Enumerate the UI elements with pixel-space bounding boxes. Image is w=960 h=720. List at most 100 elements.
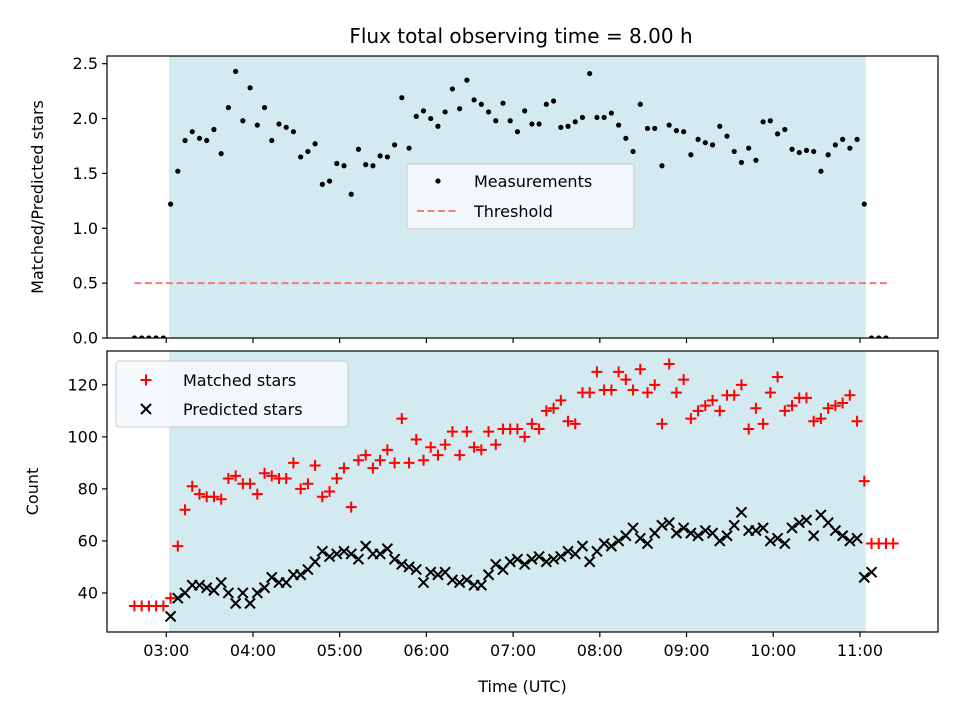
- data-point: [381, 444, 393, 456]
- data-point: [454, 449, 466, 461]
- data-point: [685, 413, 697, 425]
- data-point: [757, 522, 769, 534]
- data-point: [504, 556, 516, 568]
- data-point: [714, 405, 726, 417]
- data-point: [208, 491, 220, 503]
- data-point: [543, 101, 549, 107]
- data-point: [576, 540, 589, 552]
- data-point: [634, 532, 646, 545]
- y-tick-label: 80: [78, 479, 98, 498]
- data-point: [316, 545, 329, 558]
- x-tick-label: 03:00: [143, 641, 189, 660]
- data-point: [526, 418, 538, 430]
- legend: Measurements Threshold: [406, 163, 635, 230]
- data-point: [425, 566, 437, 578]
- data-point: [266, 470, 278, 482]
- data-point: [425, 441, 437, 453]
- data-point: [735, 506, 748, 519]
- ratio-panel: 0.0 0.5 1.0 1.5 2.0 2.5 Matched/Predicted star…: [28, 54, 939, 348]
- data-point: [642, 387, 654, 399]
- data-point: [478, 101, 484, 107]
- data-point: [699, 400, 711, 412]
- data-point: [298, 154, 304, 160]
- data-point: [772, 371, 784, 383]
- data-point: [829, 400, 841, 412]
- data-point: [324, 486, 336, 497]
- data-point: [153, 335, 159, 338]
- data-point: [131, 335, 138, 338]
- data-point: [533, 423, 545, 435]
- data-point: [233, 68, 239, 74]
- data-point: [266, 571, 278, 584]
- y-tick-label: 1.5: [73, 164, 98, 183]
- data-point: [681, 129, 687, 135]
- data-point: [363, 162, 369, 168]
- series-measurements: [131, 68, 889, 338]
- data-point: [334, 160, 340, 167]
- data-point: [558, 124, 564, 130]
- data-point: [254, 122, 260, 128]
- x-tick-label: 07:00: [490, 641, 536, 660]
- data-point: [591, 366, 603, 378]
- data-point: [522, 108, 528, 114]
- data-point: [634, 363, 646, 375]
- data-point: [345, 501, 357, 513]
- data-point: [685, 527, 697, 539]
- data-point: [858, 571, 871, 584]
- data-point: [728, 389, 740, 401]
- data-point: [461, 426, 473, 438]
- data-point: [244, 478, 256, 490]
- data-point: [483, 426, 495, 438]
- data-point: [663, 358, 675, 370]
- data-point: [800, 392, 812, 404]
- data-point: [666, 122, 672, 128]
- data-point: [446, 426, 458, 438]
- data-point: [782, 126, 788, 133]
- data-point: [482, 569, 495, 581]
- data-point: [562, 415, 574, 427]
- data-point: [319, 181, 325, 187]
- data-point: [836, 530, 849, 542]
- data-point: [182, 137, 188, 144]
- data-point: [244, 597, 256, 610]
- data-point: [656, 519, 668, 532]
- data-point: [656, 418, 668, 430]
- data-point: [519, 431, 531, 443]
- y-tick-label: 0.0: [73, 329, 98, 348]
- data-point: [493, 118, 499, 124]
- data-point: [251, 488, 263, 500]
- data-point: [490, 558, 502, 571]
- y-tick-label: 100: [67, 427, 98, 446]
- data-point: [471, 97, 477, 103]
- data-point: [406, 145, 412, 151]
- data-point: [743, 423, 755, 435]
- data-point: [312, 141, 318, 147]
- data-point: [468, 441, 480, 453]
- data-point: [825, 152, 831, 158]
- data-point: [529, 121, 535, 127]
- data-point: [832, 142, 838, 148]
- data-point: [360, 449, 372, 461]
- data-point: [760, 119, 766, 125]
- data-point: [309, 459, 321, 471]
- data-point: [851, 532, 863, 545]
- data-point: [601, 114, 607, 121]
- legend-label-predicted: Predicted stars: [183, 400, 303, 419]
- y-tick-label: 40: [78, 583, 98, 602]
- legend-box: [115, 360, 349, 428]
- data-point: [439, 439, 451, 451]
- data-point: [381, 543, 394, 555]
- data-point: [779, 405, 791, 417]
- data-point: [269, 137, 275, 144]
- data-point: [876, 335, 882, 338]
- data-point: [338, 545, 350, 558]
- data-point: [731, 148, 737, 155]
- data-point: [750, 524, 762, 537]
- data-point: [500, 100, 506, 106]
- data-point: [735, 379, 747, 391]
- data-point: [565, 123, 571, 129]
- data-point: [721, 530, 733, 542]
- y-tick-label: 2.5: [73, 54, 98, 73]
- x-tick-label: 05:00: [317, 641, 363, 660]
